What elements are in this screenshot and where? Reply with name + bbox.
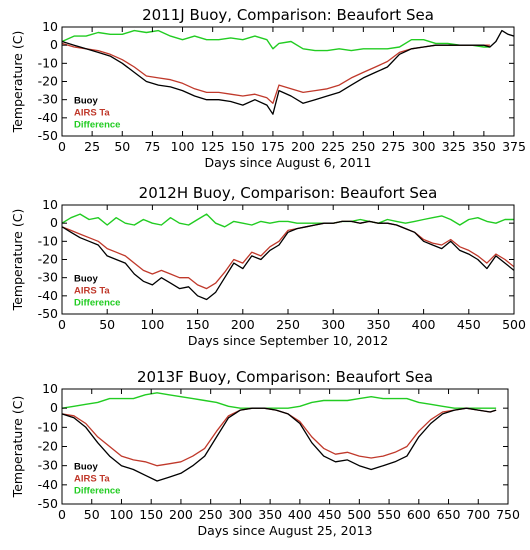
y-tick-label: 10 bbox=[42, 197, 58, 212]
y-tick-label: -20 bbox=[38, 439, 58, 454]
y-axis-label: Temperature (C) bbox=[10, 31, 25, 134]
x-tick-label: 250 bbox=[199, 507, 223, 522]
legend-entry-buoy: Buoy bbox=[74, 274, 98, 285]
x-tick-label: 150 bbox=[231, 139, 255, 154]
chart-title: 2011J Buoy, Comparison: Beaufort Sea bbox=[142, 6, 434, 24]
y-axis-label: Temperature (C) bbox=[10, 209, 25, 312]
x-axis-label: Days since August 6, 2011 bbox=[204, 155, 371, 170]
y-tick-label: -20 bbox=[38, 252, 58, 267]
x-tick-label: 375 bbox=[502, 139, 526, 154]
x-tick-label: 500 bbox=[347, 507, 371, 522]
x-tick-label: 150 bbox=[186, 317, 210, 332]
y-tick-label: -10 bbox=[38, 55, 58, 70]
x-tick-label: 100 bbox=[171, 139, 195, 154]
legend-entry-difference: Difference bbox=[74, 486, 120, 497]
series-line-buoy bbox=[62, 220, 514, 301]
x-tick-label: 300 bbox=[412, 139, 436, 154]
x-tick-label: 350 bbox=[258, 507, 282, 522]
chart-title: 2012H Buoy, Comparison: Beaufort Sea bbox=[139, 184, 438, 202]
series-line-airs-ta bbox=[62, 42, 490, 104]
x-tick-label: 275 bbox=[382, 139, 406, 154]
legend-entry-airs-ta: AIRS Ta bbox=[74, 286, 110, 297]
legend-entry-airs-ta: AIRS Ta bbox=[74, 474, 110, 485]
y-tick-label: 10 bbox=[42, 381, 58, 396]
series-line-airs-ta bbox=[62, 220, 514, 290]
x-tick-label: 100 bbox=[140, 317, 164, 332]
x-tick-label: 0 bbox=[58, 139, 66, 154]
legend-entry-difference: Difference bbox=[74, 298, 120, 309]
y-tick-label: -30 bbox=[38, 92, 58, 107]
x-tick-label: 250 bbox=[351, 139, 375, 154]
y-tick-label: -10 bbox=[38, 419, 58, 434]
plot-area bbox=[62, 392, 497, 482]
x-tick-label: 600 bbox=[407, 507, 431, 522]
x-tick-label: 50 bbox=[99, 317, 115, 332]
y-tick-label: 0 bbox=[50, 215, 58, 230]
x-tick-label: 250 bbox=[276, 317, 300, 332]
x-tick-label: 300 bbox=[228, 507, 252, 522]
y-tick-label: 0 bbox=[50, 400, 58, 415]
x-axis-label: Days since September 10, 2012 bbox=[188, 333, 388, 348]
x-tick-label: 150 bbox=[139, 507, 163, 522]
series-line-difference bbox=[62, 392, 497, 409]
plot-area bbox=[62, 213, 514, 301]
panel-2012h: 2012H Buoy, Comparison: Beaufort Sea 0 50 1… bbox=[10, 184, 526, 348]
x-tick-label: 75 bbox=[144, 139, 160, 154]
x-tick-label: 200 bbox=[231, 317, 255, 332]
x-tick-label: 0 bbox=[58, 507, 66, 522]
series-line-buoy bbox=[62, 407, 497, 482]
x-tick-label: 700 bbox=[466, 507, 490, 522]
y-tick-label: -40 bbox=[38, 110, 58, 125]
x-tick-label: 200 bbox=[169, 507, 193, 522]
y-axis-label: Temperature (C) bbox=[10, 396, 25, 499]
panel-2013f: 2013F Buoy, Comparison: Beaufort Sea 0 50 1… bbox=[10, 368, 520, 538]
series-line-airs-ta bbox=[62, 407, 497, 467]
y-tick-label: -50 bbox=[38, 128, 58, 143]
y-tick-label: -30 bbox=[38, 458, 58, 473]
x-tick-label: 650 bbox=[437, 507, 461, 522]
x-tick-label: 450 bbox=[457, 317, 481, 332]
plot-area bbox=[62, 29, 514, 115]
x-tick-label: 450 bbox=[318, 507, 342, 522]
y-tick-label: -20 bbox=[38, 74, 58, 89]
x-axis-label: Days since August 25, 2013 bbox=[198, 523, 373, 538]
x-tick-label: 750 bbox=[496, 507, 520, 522]
series-line-buoy bbox=[62, 29, 514, 115]
legend-entry-buoy: Buoy bbox=[74, 462, 98, 473]
y-tick-label: -40 bbox=[38, 288, 58, 303]
legend-entry-airs-ta: AIRS Ta bbox=[74, 108, 110, 119]
panel-2011j: 2011J Buoy, Comparison: Beaufort Sea 0 25 5… bbox=[10, 6, 526, 170]
x-tick-label: 100 bbox=[110, 507, 134, 522]
x-tick-label: 225 bbox=[321, 139, 345, 154]
y-tick-label: -50 bbox=[38, 496, 58, 511]
x-tick-label: 50 bbox=[84, 507, 100, 522]
x-tick-label: 50 bbox=[114, 139, 130, 154]
x-tick-label: 550 bbox=[377, 507, 401, 522]
x-tick-label: 350 bbox=[366, 317, 390, 332]
y-tick-label: -40 bbox=[38, 477, 58, 492]
legend-entry-buoy: Buoy bbox=[74, 96, 98, 107]
y-tick-label: -50 bbox=[38, 306, 58, 321]
legend-entry-difference: Difference bbox=[74, 120, 120, 131]
x-tick-label: 200 bbox=[291, 139, 315, 154]
chart-title: 2013F Buoy, Comparison: Beaufort Sea bbox=[137, 368, 433, 386]
x-tick-label: 350 bbox=[472, 139, 496, 154]
series-line-difference bbox=[62, 29, 490, 52]
x-tick-label: 325 bbox=[442, 139, 466, 154]
y-tick-label: -10 bbox=[38, 233, 58, 248]
y-tick-label: 10 bbox=[42, 19, 58, 34]
x-tick-label: 300 bbox=[321, 317, 345, 332]
x-tick-label: 400 bbox=[288, 507, 312, 522]
series-line-difference bbox=[62, 213, 514, 228]
y-tick-label: 0 bbox=[50, 37, 58, 52]
x-tick-label: 500 bbox=[502, 317, 526, 332]
y-tick-label: -30 bbox=[38, 270, 58, 285]
x-tick-label: 125 bbox=[201, 139, 225, 154]
x-tick-label: 175 bbox=[261, 139, 285, 154]
x-tick-label: 400 bbox=[412, 317, 436, 332]
x-tick-label: 25 bbox=[84, 139, 100, 154]
x-tick-label: 0 bbox=[58, 317, 66, 332]
